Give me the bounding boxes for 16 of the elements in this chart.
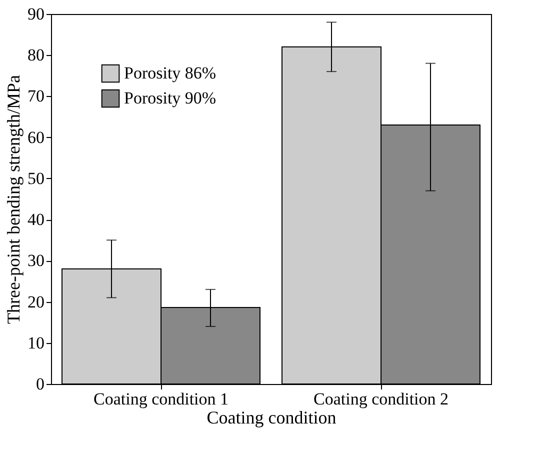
legend-label: Porosity 86% bbox=[124, 64, 216, 82]
x-tick-label: Coating condition 1 bbox=[93, 390, 229, 408]
y-tick-label: 20 bbox=[28, 292, 44, 312]
x-tick-label: Coating condition 2 bbox=[313, 390, 449, 408]
y-tick-label: 30 bbox=[28, 251, 44, 270]
y-axis-title: Three-point bending strength/MPa bbox=[4, 75, 24, 324]
y-tick-label: 90 bbox=[28, 4, 44, 24]
y-tick-label: 40 bbox=[28, 210, 44, 230]
y-tick-label: 70 bbox=[28, 86, 44, 106]
y-tick-label: 0 bbox=[36, 374, 44, 394]
y-tick-label: 80 bbox=[28, 46, 44, 65]
y-tick-label: 10 bbox=[28, 333, 44, 352]
y-tick-label: 60 bbox=[28, 128, 44, 147]
y-tick-label: 50 bbox=[28, 168, 44, 188]
x-axis-title: Coating condition bbox=[206, 408, 336, 428]
legend-label: Porosity 90% bbox=[124, 88, 216, 108]
